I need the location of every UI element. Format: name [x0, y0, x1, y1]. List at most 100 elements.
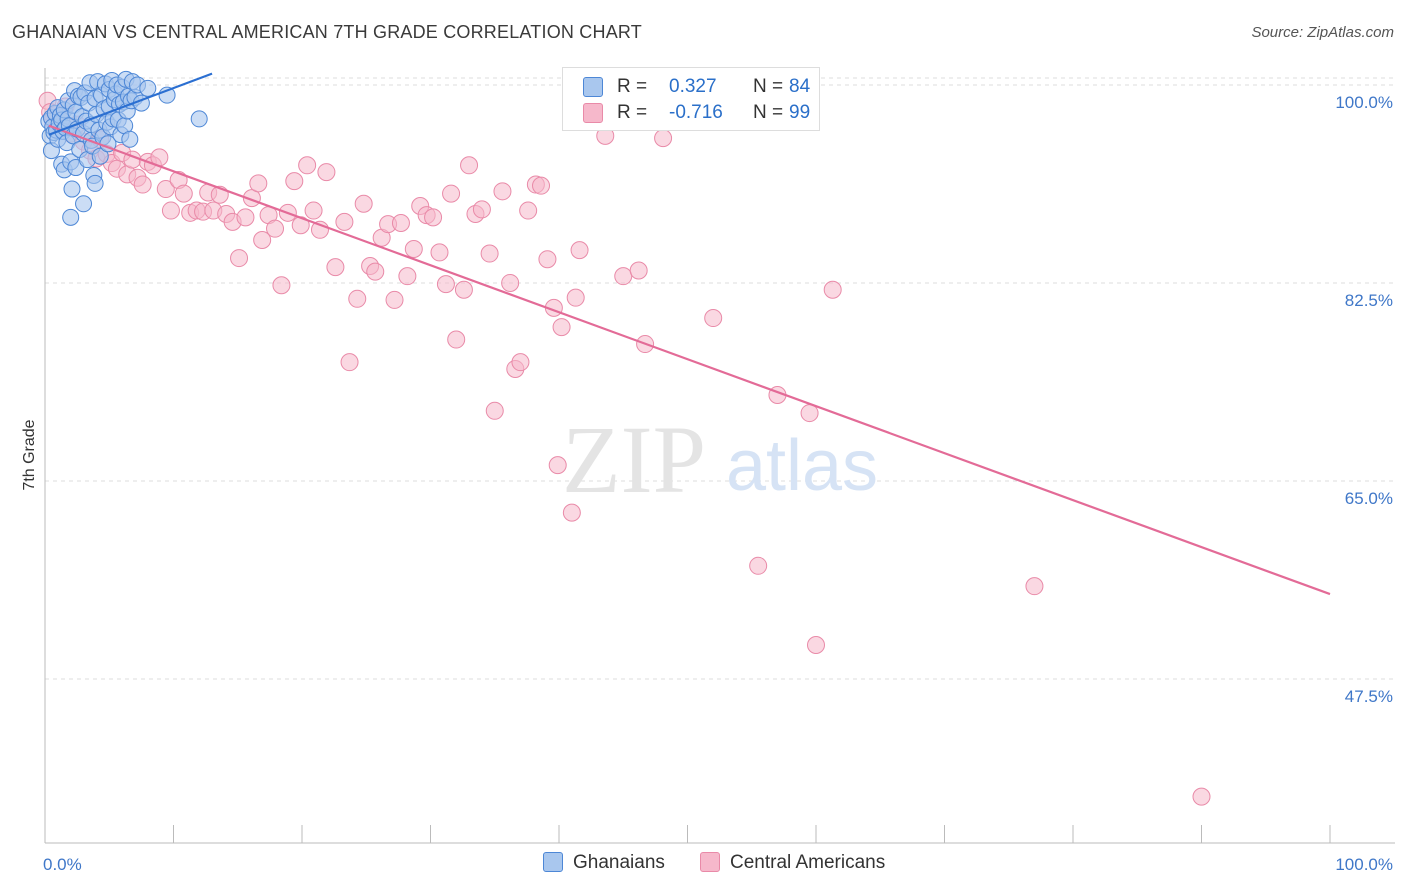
central-americans-point [161, 201, 180, 220]
legend-swatch-blue [543, 852, 563, 872]
ghanaians-point [75, 195, 93, 213]
legend-r-value-blue: 0.327 [669, 76, 717, 97]
legend-item-central-americans[interactable]: Central Americans [700, 852, 885, 874]
ghanaians-point [139, 79, 157, 97]
central-americans-point [340, 353, 359, 372]
ghanaians-point [91, 147, 109, 165]
central-americans-point [398, 267, 417, 286]
central-americans-trend-line [48, 124, 1331, 596]
legend-n-value-pink: 99 [789, 102, 811, 123]
central-americans-point [304, 201, 323, 220]
central-americans-point [430, 243, 449, 262]
central-americans-point [424, 208, 443, 227]
ghanaians-point [86, 174, 104, 192]
central-americans-point [156, 180, 175, 199]
central-americans-point [501, 273, 520, 292]
legend-swatch-pink [700, 852, 720, 872]
axis-ticks [173, 825, 1331, 843]
watermark-atlas: atlas [726, 426, 878, 506]
trend-lines [48, 72, 1331, 596]
legend-r-value-pink: -0.716 [669, 102, 723, 123]
correlation-legend: R = 0.327 N = 84 R = -0.716 N = 99 [562, 67, 820, 131]
central-americans-point [519, 201, 538, 220]
watermark: ZIP atlas [562, 406, 878, 513]
source-label: Source: ZipAtlas.com [1251, 24, 1394, 41]
ghanaians-point [190, 110, 208, 128]
central-americans-point [472, 200, 491, 219]
central-americans-point [391, 214, 410, 232]
central-americans-point [548, 456, 567, 475]
central-americans-point [493, 182, 512, 201]
central-americans-point [480, 244, 499, 263]
axis-labels: 100.0% 82.5% 65.0% 47.5% 0.0% 100.0% 7th Grade [21, 93, 1393, 874]
x-tick-label-max: 100.0% [1335, 855, 1393, 874]
legend-swatch-blue [583, 77, 603, 97]
central-americans-point [511, 353, 530, 372]
gridlines [45, 77, 1395, 680]
ghanaians-point [62, 208, 80, 226]
legend-n-label: N = [753, 102, 784, 123]
y-tick-label: 65.0% [1345, 489, 1393, 508]
y-tick-label: 100.0% [1335, 93, 1393, 112]
legend-r-label: R = [617, 102, 648, 123]
central-americans-point [532, 176, 551, 195]
central-americans-point [538, 250, 557, 269]
central-americans-point [447, 330, 466, 349]
central-americans-point [174, 184, 193, 203]
central-americans-point [552, 318, 571, 337]
y-tick-label: 47.5% [1345, 687, 1393, 706]
central-americans-point [442, 184, 461, 203]
central-americans-point [385, 290, 404, 309]
central-americans-point [436, 275, 455, 294]
central-americans-point [562, 503, 581, 522]
axes [44, 68, 1395, 844]
legend-label-ghanaians: Ghanaians [573, 852, 665, 873]
x-tick-label-min: 0.0% [43, 855, 82, 874]
chart-title: GHANAIAN VS CENTRAL AMERICAN 7TH GRADE C… [12, 22, 642, 42]
central-americans-point [566, 288, 585, 307]
central-americans-point [348, 289, 367, 308]
ghanaians-point [121, 130, 139, 148]
central-americans-point [1192, 787, 1211, 806]
central-americans-point [354, 194, 373, 213]
central-americans-point [404, 240, 423, 259]
ghanaians-point [67, 159, 85, 177]
central-americans-point [807, 636, 825, 655]
central-americans-point [298, 156, 317, 175]
central-americans-point [253, 230, 272, 249]
legend-label-central-americans: Central Americans [730, 852, 886, 873]
central-americans-point [326, 258, 345, 277]
y-axis-label: 7th Grade [21, 419, 38, 490]
legend-swatch-pink [583, 103, 603, 123]
central-americans-point [1025, 577, 1044, 596]
central-americans-point [317, 163, 336, 182]
central-americans-point [454, 280, 473, 299]
central-americans-point [485, 401, 504, 420]
central-americans-point [272, 276, 291, 295]
central-americans-point [230, 249, 249, 268]
central-americans-point [629, 261, 648, 280]
central-americans-point [266, 219, 285, 238]
ghanaians-point [63, 180, 81, 198]
y-tick-label: 82.5% [1345, 291, 1393, 310]
ghanaians-trend-line [48, 72, 213, 136]
legend-item-ghanaians[interactable]: Ghanaians [543, 852, 665, 874]
central-americans-point [823, 280, 842, 299]
central-americans-point [335, 212, 354, 231]
central-americans-point [249, 174, 268, 193]
central-americans-point [614, 267, 633, 286]
central-americans-point [460, 156, 479, 175]
watermark-zip: ZIP [562, 406, 706, 513]
central-americans-point [570, 241, 589, 260]
central-americans-point [236, 208, 255, 227]
central-americans-point [285, 172, 304, 191]
legend-r-label: R = [617, 76, 648, 97]
legend-n-label: N = [753, 76, 784, 97]
central-americans-point [366, 262, 385, 281]
legend-n-value-blue: 84 [789, 76, 811, 97]
central-americans-point [749, 556, 768, 575]
central-americans-point [704, 309, 723, 328]
central-americans-point [654, 129, 673, 148]
central-americans-point [133, 175, 152, 194]
